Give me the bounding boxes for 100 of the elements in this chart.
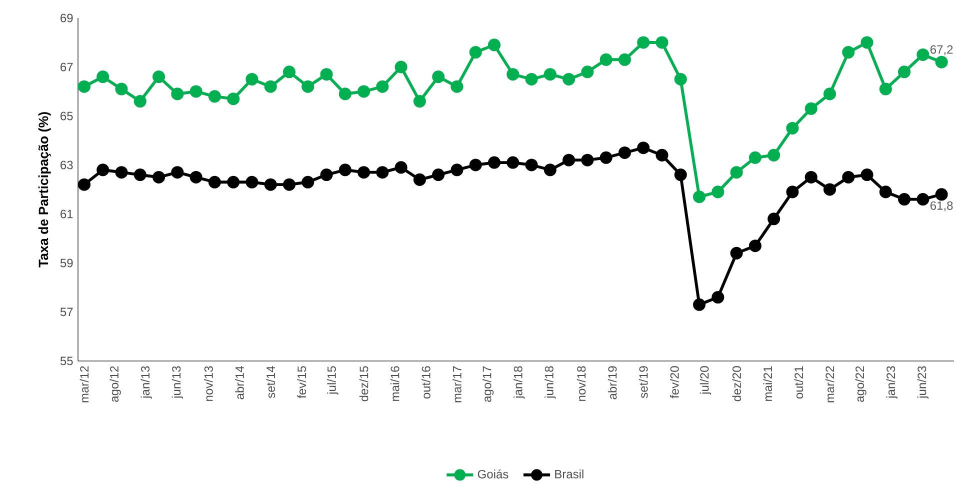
point — [712, 186, 724, 198]
point — [302, 176, 314, 188]
x-tick-label: nov/18 — [576, 366, 586, 401]
point — [748, 240, 762, 252]
point — [656, 148, 668, 162]
point — [804, 170, 818, 184]
x-tick-label: nov/13 — [204, 366, 213, 401]
point — [394, 60, 408, 74]
x-tick-label: dez/15 — [359, 366, 368, 402]
point — [768, 148, 780, 162]
point — [413, 95, 426, 108]
point — [637, 36, 650, 49]
point — [804, 102, 818, 115]
point — [786, 186, 799, 198]
point — [302, 80, 314, 93]
point — [898, 66, 911, 78]
x-tick-label: ago/17 — [482, 366, 494, 402]
x-tick-label: jun/23 — [917, 366, 929, 399]
point — [450, 164, 464, 176]
point — [898, 193, 911, 206]
point — [115, 166, 128, 179]
point — [134, 95, 146, 108]
point — [246, 176, 258, 188]
point — [916, 48, 930, 62]
point — [190, 170, 202, 184]
point — [78, 178, 90, 191]
point — [432, 70, 445, 84]
x-tick-label: fev/20 — [670, 366, 679, 398]
x-tick-label: out/16 — [422, 366, 430, 399]
x-tick-label: mar/22 — [825, 366, 834, 402]
x-tick-label: abr/19 — [608, 366, 617, 400]
x-tick-label: mai/16 — [390, 366, 400, 401]
x-tick-label: jul/20 — [700, 366, 712, 395]
point — [879, 82, 892, 96]
point — [488, 156, 501, 169]
point — [338, 164, 352, 176]
point — [618, 146, 631, 160]
point — [693, 190, 706, 204]
point — [674, 72, 687, 86]
point — [581, 66, 594, 78]
point — [786, 122, 799, 135]
point — [562, 154, 576, 166]
point — [376, 80, 389, 93]
point — [450, 80, 464, 93]
point — [96, 164, 110, 176]
point — [860, 36, 874, 49]
x-tick-label: out/21 — [794, 366, 804, 399]
point — [674, 168, 687, 182]
x-tick-label: mar/17 — [452, 366, 462, 402]
point — [842, 46, 855, 59]
y-tick-label: 67 — [60, 62, 73, 72]
point — [860, 168, 874, 182]
legend-label: Goiás — [478, 469, 508, 478]
point — [935, 56, 948, 68]
point — [358, 85, 370, 98]
point — [618, 53, 631, 66]
y-tick-label: 65 — [60, 112, 73, 120]
point — [246, 72, 258, 86]
x-tick-label: ago/12 — [110, 366, 121, 402]
point — [637, 142, 650, 154]
x-tick-label: jan/18 — [514, 366, 525, 399]
point — [544, 68, 556, 81]
point — [823, 88, 836, 100]
point — [730, 246, 743, 260]
point — [358, 166, 370, 179]
x-tick-label: mar/12 — [80, 366, 89, 402]
x-tick-label: abr/14 — [235, 366, 244, 400]
point — [469, 158, 482, 172]
data-label: 61,8 — [930, 201, 953, 212]
y-tick-label: 55 — [60, 356, 73, 366]
x-tick-label: ago/22 — [855, 366, 866, 402]
x-tick-label: jul/15 — [327, 366, 338, 395]
point — [320, 68, 333, 81]
point — [227, 176, 240, 188]
point — [171, 88, 184, 100]
point — [115, 82, 128, 96]
point — [264, 80, 277, 93]
y-tick-label: 69 — [60, 14, 73, 22]
point — [264, 178, 277, 191]
point — [190, 85, 202, 98]
x-tick-label: fev/15 — [297, 366, 306, 398]
x-tick-label: jun/13 — [172, 366, 184, 399]
point — [78, 80, 90, 93]
point — [152, 70, 166, 84]
point — [96, 70, 110, 84]
point — [488, 38, 501, 52]
point — [506, 68, 520, 81]
point — [842, 170, 855, 184]
y-tick-label: 61 — [60, 210, 73, 218]
point — [338, 88, 352, 100]
point — [935, 188, 948, 201]
point — [320, 168, 333, 182]
point — [656, 36, 668, 49]
point — [469, 46, 482, 59]
point — [282, 178, 296, 191]
data-label: 67,2 — [930, 45, 953, 56]
point — [208, 90, 221, 103]
point — [600, 151, 612, 164]
point — [693, 298, 706, 311]
legend-label: Brasil — [555, 470, 584, 478]
